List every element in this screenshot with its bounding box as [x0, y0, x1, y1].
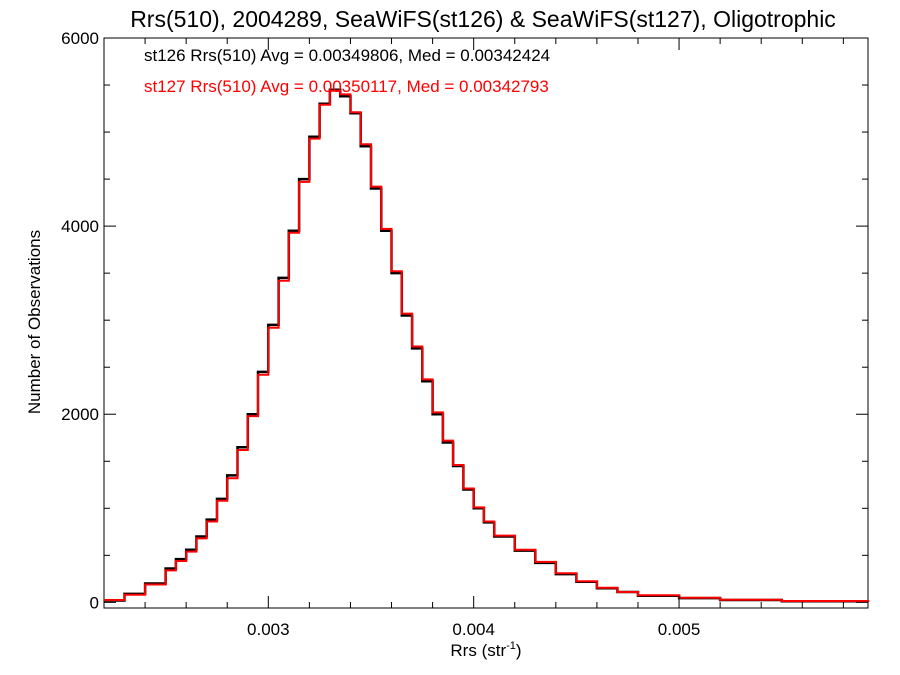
y-axis-label: Number of Observations [25, 230, 44, 414]
plot-area [103, 37, 869, 609]
x-tick-label: 0.005 [658, 620, 701, 639]
x-tick-label: 0.003 [247, 620, 290, 639]
x-axis-label-close: ) [516, 641, 522, 660]
plot-frame [103, 37, 869, 609]
series-line-st127 [104, 89, 869, 602]
x-tick-label: 0.004 [452, 620, 495, 639]
y-tick-label: 2000 [61, 405, 99, 424]
y-tick-label: 0 [90, 593, 99, 612]
y-tick-label: 4000 [61, 217, 99, 236]
ticks-layer: 0.003 0.004 0.005 0 2000 4000 6000 [61, 29, 868, 639]
x-axis-label-base: Rrs (str [450, 641, 506, 660]
x-axis-label-sup: -1 [506, 640, 516, 652]
x-axis-label: Rrs (str-1) [450, 640, 521, 660]
series-layer [104, 88, 870, 603]
y-tick-label: 6000 [61, 29, 99, 48]
annotation-st126-stats: st126 Rrs(510) Avg = 0.00349806, Med = 0… [144, 46, 550, 65]
annotation-st127-stats: st127 Rrs(510) Avg = 0.00350117, Med = 0… [144, 77, 549, 96]
chart-title: Rrs(510), 2004289, SeaWiFS(st126) & SeaW… [130, 6, 836, 32]
series-line-st126 [104, 88, 870, 603]
